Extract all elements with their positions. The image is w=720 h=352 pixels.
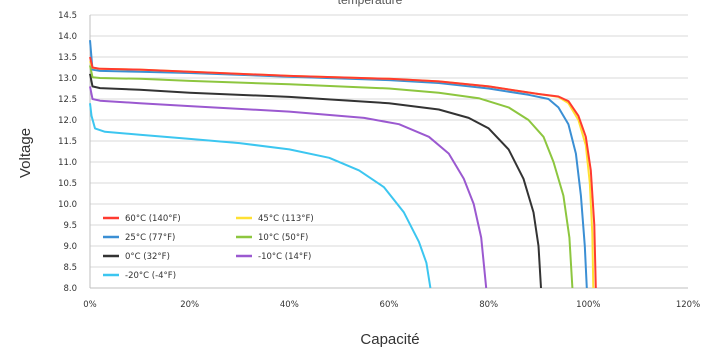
y-axis-title: Voltage xyxy=(17,128,34,178)
x-tick-label: 80% xyxy=(479,300,498,310)
legend: 60°C (140°F) 45°C (113°F) 25°C (77°F) 10°C … xyxy=(103,214,314,281)
legend-item: -10°C (14°F) xyxy=(236,252,311,262)
legend-item: -20°C (-4°F) xyxy=(103,271,176,281)
y-tick-label: 8.0 xyxy=(63,284,77,294)
y-tick-label: 9.5 xyxy=(63,221,77,231)
y-tick-label: 14.5 xyxy=(58,11,77,21)
series-line xyxy=(89,65,574,289)
legend-label: -20°C (-4°F) xyxy=(125,271,176,281)
legend-label: 60°C (140°F) xyxy=(125,214,181,224)
chart-title: temperature xyxy=(338,0,403,7)
x-tick-label: 120% xyxy=(676,300,700,310)
legend-item: 0°C (32°F) xyxy=(103,252,170,262)
grid-lines xyxy=(90,14,688,289)
y-tick-label: 8.5 xyxy=(63,263,77,273)
legend-item: 10°C (50°F) xyxy=(236,233,308,243)
y-tick-label: 12.5 xyxy=(58,95,77,105)
x-tick-label: 100% xyxy=(576,300,600,310)
y-tick-label: 9.0 xyxy=(63,242,77,252)
legend-label: 25°C (77°F) xyxy=(125,233,175,243)
legend-item: 25°C (77°F) xyxy=(103,233,175,243)
y-tick-label: 11.5 xyxy=(58,137,77,147)
series-line xyxy=(89,103,432,289)
x-tick-label: 20% xyxy=(180,300,199,310)
y-tick-label: 13.0 xyxy=(58,74,77,84)
series-line xyxy=(89,86,488,289)
x-axis-title: Capacité xyxy=(360,331,419,348)
x-tick-label: 40% xyxy=(280,300,299,310)
legend-item: 45°C (113°F) xyxy=(236,214,314,224)
y-tick-label: 14.0 xyxy=(58,32,77,42)
x-tick-label: 0% xyxy=(83,300,97,310)
legend-label: 10°C (50°F) xyxy=(258,233,308,243)
legend-label: 45°C (113°F) xyxy=(258,214,314,224)
series-line xyxy=(89,73,542,289)
y-tick-label: 12.0 xyxy=(58,116,77,126)
legend-item: 60°C (140°F) xyxy=(103,214,181,224)
y-tick-label: 10.0 xyxy=(58,200,77,210)
legend-label: -10°C (14°F) xyxy=(258,252,311,262)
axes: 8.0 8.5 9.0 9.5 10.0 10.5 11.0 11.5 12.0 12.5 13.0… xyxy=(58,11,700,310)
series-lines xyxy=(89,40,597,289)
series-line xyxy=(89,56,597,289)
y-tick-label: 11.0 xyxy=(58,158,77,168)
x-tick-label: 60% xyxy=(380,300,399,310)
series-line xyxy=(89,40,588,289)
legend-label: 0°C (32°F) xyxy=(125,252,170,262)
y-tick-label: 13.5 xyxy=(58,53,77,63)
y-tick-label: 10.5 xyxy=(58,179,77,189)
